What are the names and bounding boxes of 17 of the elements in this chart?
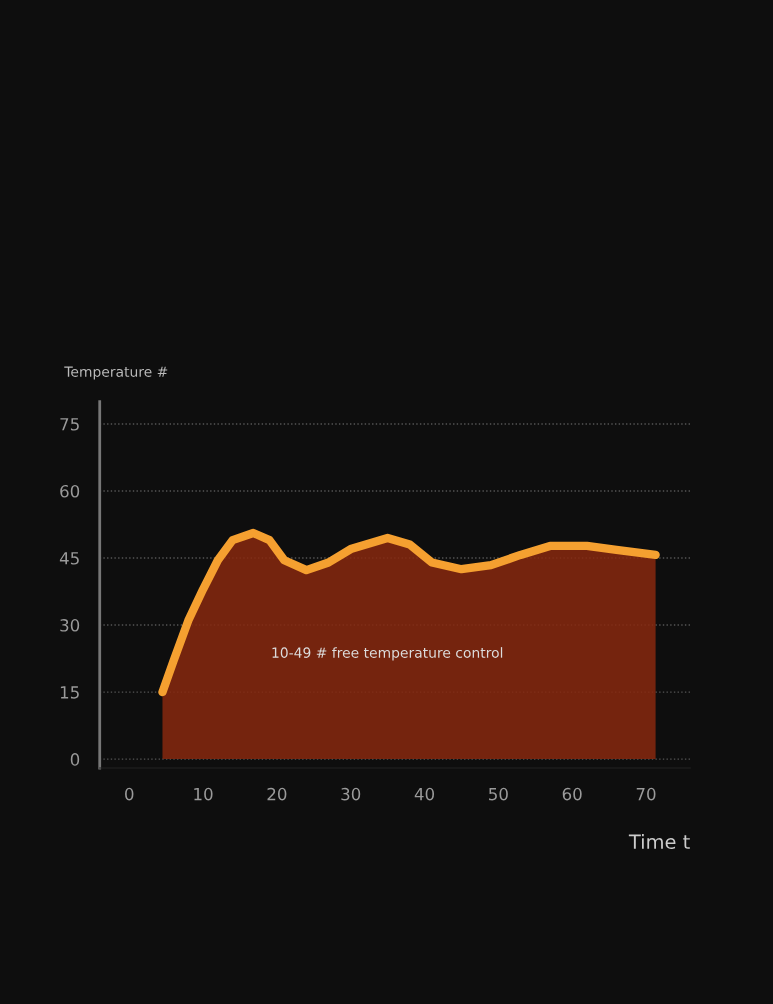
annotation: 10-49 # free temperature control	[272, 647, 503, 661]
x-tick-label: 70	[636, 787, 656, 801]
x-tick-label: 0	[125, 787, 134, 801]
x-axis-title: Time t	[628, 834, 690, 850]
y-axis-title: Temperature #	[64, 366, 168, 380]
y-tick-label: 75	[60, 418, 79, 431]
x-tick-label: 10	[194, 787, 213, 801]
x-tick-label: 20	[267, 787, 287, 801]
y-tick-label: 60	[60, 484, 80, 498]
x-tick-label: 30	[341, 787, 361, 801]
y-tick-label: 45	[59, 552, 79, 565]
x-tick-label: 50	[489, 787, 508, 801]
x-tick-label: 40	[414, 787, 435, 801]
y-tick-label: 0	[70, 753, 80, 766]
y-tick-label: 15	[60, 686, 79, 699]
y-tick-label: 30	[60, 619, 80, 632]
x-tick-label: 60	[562, 787, 582, 801]
